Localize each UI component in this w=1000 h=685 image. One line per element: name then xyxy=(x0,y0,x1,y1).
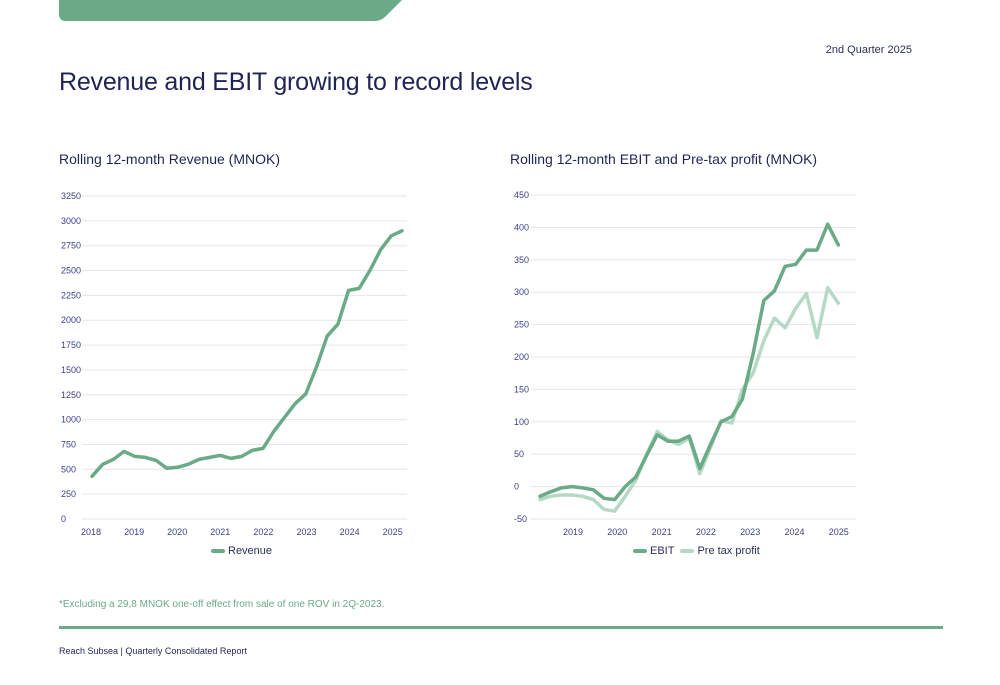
y-tick-label: 1000 xyxy=(61,415,81,425)
legend-item-ebit: EBIT xyxy=(633,545,674,557)
legend-item-pretax: Pre tax profit xyxy=(680,545,760,557)
legend-swatch-pretax xyxy=(680,549,695,553)
y-tick-label: 200 xyxy=(514,352,529,362)
ebit-chart-title: Rolling 12-month EBIT and Pre-tax profit… xyxy=(510,151,818,167)
legend-swatch-ebit xyxy=(633,549,647,553)
x-tick-label: 2019 xyxy=(563,527,583,537)
x-tick-label: 2024 xyxy=(784,527,804,537)
y-tick-label: 250 xyxy=(514,320,529,330)
y-tick-label: 100 xyxy=(514,417,529,427)
x-tick-label: 2019 xyxy=(124,527,144,537)
y-tick-label: 250 xyxy=(61,489,76,499)
x-tick-label: 2021 xyxy=(652,527,672,537)
y-tick-label: 2250 xyxy=(61,290,81,300)
y-tick-label: 50 xyxy=(514,449,524,459)
y-tick-label: 450 xyxy=(514,190,529,200)
legend-item-revenue: Revenue xyxy=(211,545,272,557)
x-tick-label: 2024 xyxy=(340,527,360,537)
legend-label-ebit: EBIT xyxy=(650,545,675,557)
y-tick-label: -50 xyxy=(514,514,527,524)
quarter-label: 2nd Quarter 2025 xyxy=(825,44,912,56)
x-tick-label: 2025 xyxy=(829,527,849,537)
x-tick-label: 2021 xyxy=(210,527,230,537)
x-tick-label: 2020 xyxy=(607,527,627,537)
footer-text: Reach Subsea | Quarterly Consolidated Re… xyxy=(59,646,247,656)
y-tick-label: 2750 xyxy=(61,241,81,251)
y-tick-label: 400 xyxy=(514,222,529,232)
y-tick-label: 0 xyxy=(514,482,519,492)
y-tick-label: 0 xyxy=(61,514,66,524)
x-tick-label: 2023 xyxy=(296,527,316,537)
y-tick-label: 500 xyxy=(61,464,76,474)
y-tick-label: 2000 xyxy=(61,315,81,325)
legend-swatch-revenue xyxy=(211,549,225,553)
x-tick-label: 2022 xyxy=(696,527,716,537)
legend-label-pretax: Pre tax profit xyxy=(697,545,760,557)
y-tick-label: 2500 xyxy=(61,266,81,276)
series-line-pre-tax-profit xyxy=(538,285,841,513)
footer-rule xyxy=(59,626,943,629)
top-banner xyxy=(59,0,402,21)
revenue-legend: Revenue xyxy=(211,545,272,557)
y-tick-label: 300 xyxy=(514,287,529,297)
y-tick-label: 1250 xyxy=(61,390,81,400)
ebit-legend: EBIT Pre tax profit xyxy=(633,545,760,557)
page-title: Revenue and EBIT growing to record level… xyxy=(59,68,533,96)
series-line-revenue xyxy=(90,229,404,479)
x-tick-label: 2020 xyxy=(167,527,187,537)
x-tick-label: 2022 xyxy=(253,527,273,537)
y-tick-label: 150 xyxy=(514,384,529,394)
y-tick-label: 3250 xyxy=(61,191,81,201)
series-line-ebit xyxy=(538,222,841,502)
x-tick-label: 2018 xyxy=(81,527,101,537)
y-tick-label: 750 xyxy=(61,439,76,449)
legend-label-revenue: Revenue xyxy=(228,545,273,557)
y-tick-label: 1500 xyxy=(61,365,81,375)
footnote: *Excluding a 29,8 MNOK one-off effect fr… xyxy=(59,599,385,610)
y-tick-label: 3000 xyxy=(61,216,81,226)
y-tick-label: 1750 xyxy=(61,340,81,350)
x-tick-label: 2025 xyxy=(383,527,403,537)
revenue-chart-title: Rolling 12-month Revenue (MNOK) xyxy=(59,151,280,167)
x-tick-label: 2023 xyxy=(740,527,760,537)
y-tick-label: 350 xyxy=(514,255,529,265)
